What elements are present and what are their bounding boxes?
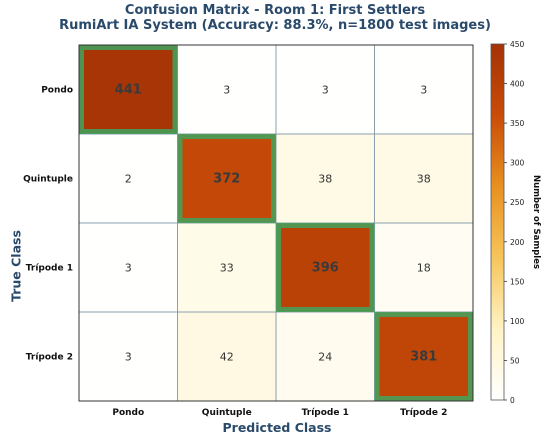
heatmap-cell-2-3 — [374, 222, 474, 313]
colorbar-tick-label: 450 — [510, 40, 525, 49]
heatmap-cell-2-0 — [78, 222, 178, 313]
heatmap-cell-3-3 — [374, 311, 474, 402]
y-axis-label: True Class — [8, 230, 24, 302]
cell-value-label: 3 — [125, 351, 132, 364]
heatmap-cell-3-1 — [177, 311, 277, 402]
colorbar-tick-label: 400 — [510, 80, 525, 89]
colorbar — [490, 43, 505, 401]
colorbar-tick-label: 100 — [510, 317, 525, 326]
cell-value-label: 372 — [213, 172, 240, 187]
x-tick-label: Quintuple — [202, 408, 252, 418]
diagonal-highlight-3 — [374, 312, 473, 401]
colorbar-tick-label: 300 — [510, 159, 525, 168]
heatmap-cell-3-0 — [78, 311, 178, 402]
diagonal-highlight-2 — [276, 223, 375, 312]
colorbar-label: Number of Samples — [531, 174, 541, 270]
cell-value-label: 3 — [420, 84, 427, 97]
x-tick-label: Pondo — [112, 408, 144, 418]
cell-value-label: 3 — [223, 84, 230, 97]
y-tick-label: Trípode 2 — [26, 353, 73, 363]
cell-value-label: 38 — [318, 173, 332, 186]
colorbar-tick-label: 50 — [510, 356, 520, 365]
y-tick-label: Quintuple — [23, 175, 73, 185]
plot-border — [78, 44, 474, 402]
cell-value-label: 2 — [125, 173, 132, 186]
y-tick-label: Pondo — [41, 86, 73, 96]
cell-value-label: 396 — [312, 261, 339, 276]
cell-value-label: 441 — [115, 83, 142, 98]
colorbar-tick-label: 250 — [510, 198, 525, 207]
x-tick-label: Trípode 2 — [400, 408, 447, 418]
cell-value-label: 33 — [220, 262, 234, 275]
cell-value-label: 24 — [318, 351, 332, 364]
colorbar-tick-label: 200 — [510, 238, 525, 247]
y-tick-label: Trípode 1 — [26, 264, 73, 274]
x-axis-label: Predicted Class — [222, 420, 332, 435]
diagonal-highlight-1 — [177, 134, 276, 223]
diagonal-highlight-0 — [79, 45, 178, 134]
cell-value-label: 381 — [410, 350, 437, 365]
colorbar-tick-label: 0 — [510, 396, 515, 405]
cell-value-label: 18 — [417, 262, 431, 275]
heatmap-cell-0-0 — [78, 44, 178, 135]
cell-value-label: 3 — [125, 262, 132, 275]
heatmap-cell-0-2 — [275, 44, 375, 135]
cell-value-label: 3 — [322, 84, 329, 97]
cell-value-label: 42 — [220, 351, 234, 364]
heatmap-cell-0-3 — [374, 44, 474, 135]
colorbar-tick-label: 350 — [510, 119, 525, 128]
cell-value-label: 38 — [417, 173, 431, 186]
heatmap-cell-2-1 — [177, 222, 277, 313]
x-tick-label: Trípode 1 — [302, 408, 349, 418]
chart-subtitle: RumiArt IA System (Accuracy: 88.3%, n=18… — [59, 18, 491, 33]
colorbar-tick-label: 150 — [510, 277, 525, 286]
chart-title: Confusion Matrix - Room 1: First Settler… — [124, 3, 426, 18]
